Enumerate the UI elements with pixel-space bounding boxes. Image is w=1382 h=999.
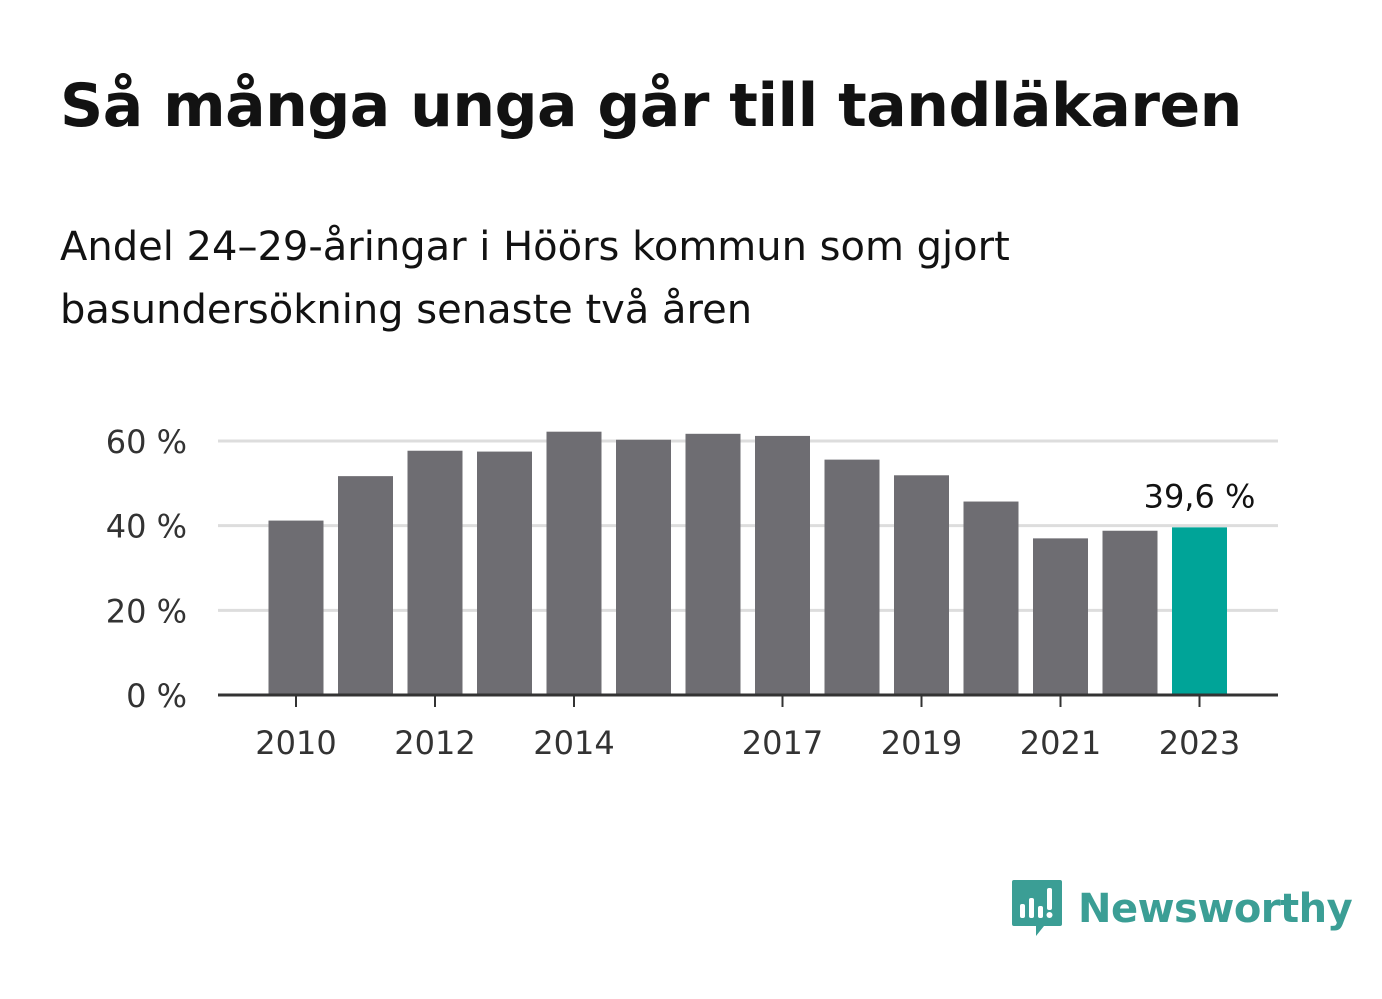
bar-2016 (685, 433, 741, 695)
bar-2022 (1102, 530, 1158, 695)
bar-2018 (824, 459, 880, 695)
bar-2011 (338, 476, 393, 695)
x-tick-label: 2019 (881, 724, 962, 762)
labels: 0 % 20 % 40 % 60 % 2010 2012 2014 2017 2019 2021 2… (106, 423, 1256, 762)
bar-2020 (963, 501, 1019, 695)
bars (268, 431, 1227, 695)
x-tick-label: 2012 (394, 724, 475, 762)
y-tick-label: 60 % (106, 423, 187, 461)
axes (218, 693, 1278, 707)
chart-title: Så många unga går till tandläkaren (60, 71, 1242, 141)
newsworthy-logo-icon (1012, 880, 1062, 936)
bar-2021 (1033, 538, 1088, 695)
x-tick-label: 2010 (255, 724, 336, 762)
bar-2013 (477, 451, 532, 695)
y-tick-label: 0 % (126, 677, 187, 715)
x-tick-label: 2021 (1020, 724, 1101, 762)
bar-2019 (894, 475, 949, 695)
x-tick-label: 2017 (742, 724, 823, 762)
bar-2012 (407, 450, 463, 695)
y-tick-label: 40 % (106, 508, 187, 546)
x-tick-label: 2014 (533, 724, 614, 762)
bar-2010 (268, 520, 324, 695)
x-tick-label: 2023 (1159, 724, 1240, 762)
brand-name: Newsworthy (1078, 886, 1353, 932)
chart-subtitle: Andel 24–29-åringar i Höörs kommun som g… (60, 224, 1010, 333)
bar-2023 (1172, 527, 1227, 695)
bar-2017 (755, 435, 810, 695)
bar-2015 (616, 439, 671, 695)
y-tick-label: 20 % (106, 592, 187, 630)
gridlines (218, 439, 1278, 612)
newsworthy-logo: Newsworthy (1010, 878, 1353, 940)
data-label-2023: 39,6 % (1144, 477, 1256, 515)
bar-2014 (546, 431, 602, 695)
